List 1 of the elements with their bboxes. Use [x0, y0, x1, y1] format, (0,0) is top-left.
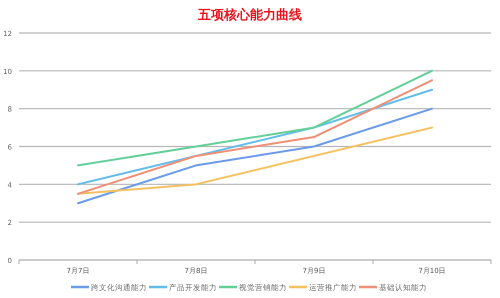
title: 五项核心能力曲线 [198, 8, 302, 23]
